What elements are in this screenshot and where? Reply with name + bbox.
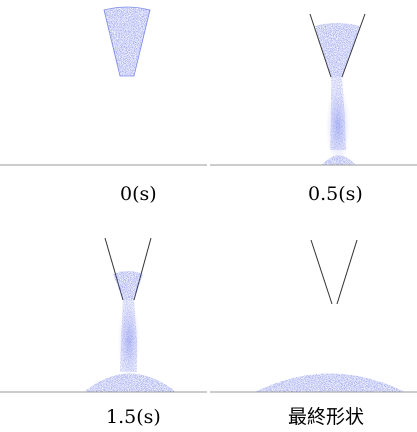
panel-t0: 0(s) [0, 6, 207, 205]
stream-fog [118, 302, 140, 378]
funnel-wall-right [341, 13, 366, 78]
panel-t15: 1.5(s) [0, 237, 207, 428]
stream-fog [326, 85, 350, 165]
funnel-wall-left [310, 239, 333, 305]
sand-column-full [104, 7, 150, 76]
panel-caption: 0(s) [120, 183, 157, 205]
panel-caption: 0.5(s) [308, 183, 363, 205]
funnel-wall-left [309, 13, 332, 78]
sand-pile [322, 155, 356, 165]
panel-caption: 1.5(s) [106, 406, 161, 428]
funnel-wall-right [336, 239, 358, 305]
panel-t05: 0.5(s) [210, 13, 417, 205]
sand-column-edge [103, 6, 151, 77]
sand-in-funnel [113, 271, 143, 300]
sand-pile [84, 373, 176, 392]
sand-pile [255, 373, 405, 392]
panel-caption: 最終形状 [288, 406, 364, 428]
sand-in-funnel [315, 23, 360, 77]
panel-final: 最終形状 [210, 239, 417, 428]
